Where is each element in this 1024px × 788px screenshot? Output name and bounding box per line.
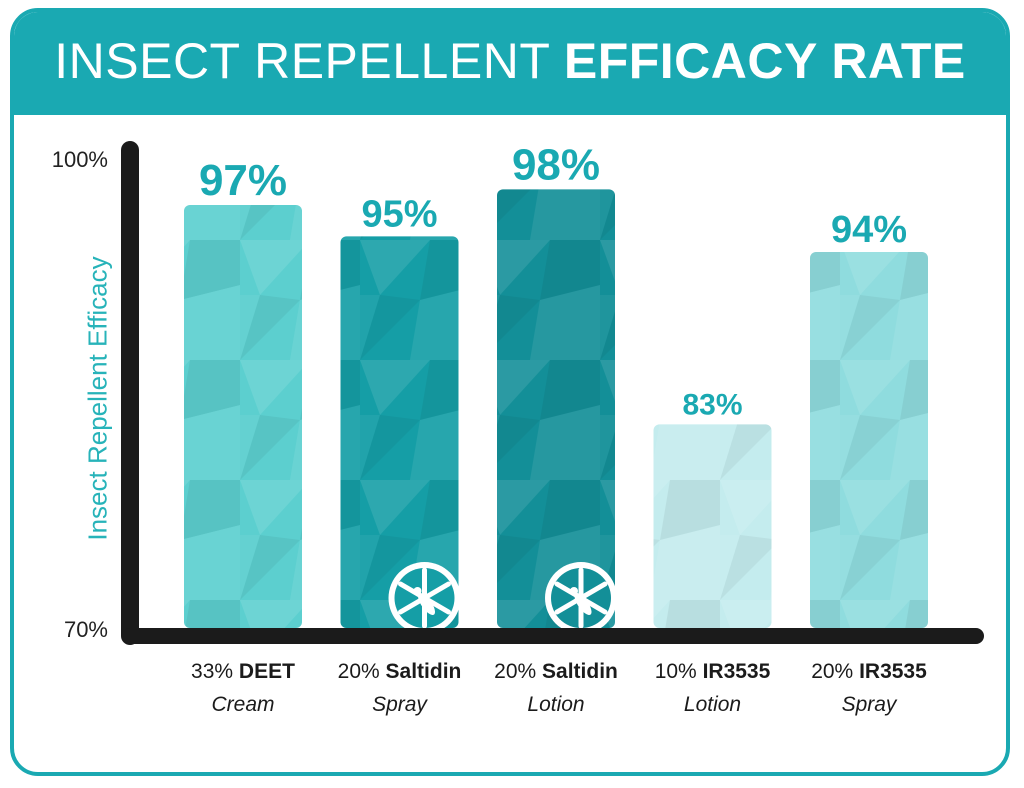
mosquito-body xyxy=(574,592,592,616)
category-name: Saltidin xyxy=(386,660,462,683)
category-label: 20% Saltidin xyxy=(494,660,618,683)
category-form: Spray xyxy=(372,693,428,716)
y-axis-label: Insect Repellent Efficacy xyxy=(82,256,113,541)
category-percent: 20% xyxy=(811,660,859,683)
category-percent: 20% xyxy=(494,660,542,683)
bar-facets xyxy=(497,189,615,629)
bar-facets xyxy=(653,424,772,628)
category-form: Lotion xyxy=(527,693,584,716)
bar-facets xyxy=(340,236,459,629)
mosquito-body xyxy=(417,592,436,616)
category-name: Saltidin xyxy=(542,660,618,683)
data-label: 97% xyxy=(199,156,287,205)
mosquito-head xyxy=(413,587,422,595)
title-regular: INSECT REPELLENT xyxy=(54,33,564,89)
bar-facets xyxy=(184,205,302,628)
category-percent: 10% xyxy=(655,660,703,683)
category-name: IR3535 xyxy=(703,660,771,683)
y-tick-label: 100% xyxy=(52,147,108,172)
category-label: 20% Saltidin xyxy=(338,660,462,683)
mosquito-shield-icon xyxy=(545,562,617,634)
category-percent: 20% xyxy=(338,660,386,683)
category-label: 33% DEET xyxy=(191,660,295,683)
y-tick-label: 70% xyxy=(64,617,108,642)
category-label: 10% IR3535 xyxy=(655,660,771,683)
category-percent: 33% xyxy=(191,660,239,683)
category-label: 20% IR3535 xyxy=(811,660,927,683)
mosquito-shield-icon xyxy=(388,562,461,634)
title-banner: INSECT REPELLENT EFFICACY RATE xyxy=(14,12,1006,115)
category-form: Lotion xyxy=(684,693,741,716)
mosquito-head xyxy=(570,587,578,595)
category-name: IR3535 xyxy=(859,660,927,683)
data-label: 83% xyxy=(682,388,742,421)
category-form: Spray xyxy=(842,693,898,716)
category-form: Cream xyxy=(211,693,274,716)
data-label: 95% xyxy=(361,193,437,235)
title-bold: EFFICACY RATE xyxy=(563,33,966,89)
chart-title: INSECT REPELLENT EFFICACY RATE xyxy=(14,32,1006,90)
bar-facets xyxy=(810,252,928,628)
category-name: DEET xyxy=(239,660,295,683)
data-label: 94% xyxy=(831,209,907,251)
data-label: 98% xyxy=(512,140,600,189)
